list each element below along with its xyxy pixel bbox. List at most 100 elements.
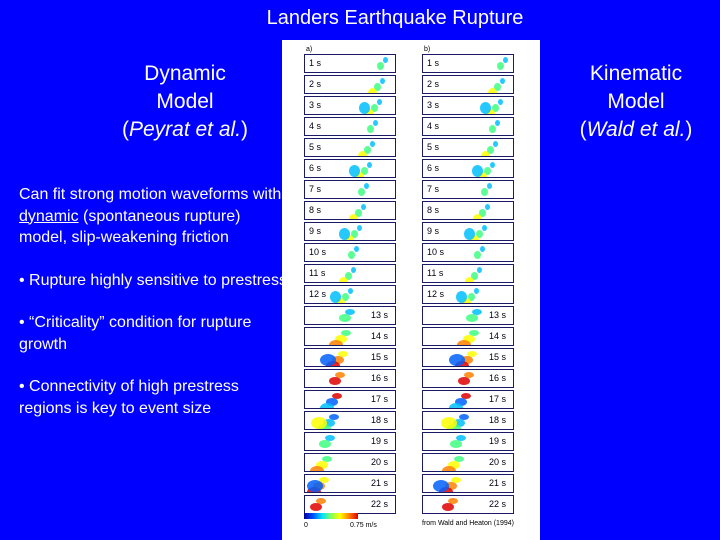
- snapshot-time-label: 13 s: [371, 310, 389, 320]
- intro-paragraph: Can fit strong motion waveforms with dyn…: [19, 184, 289, 249]
- right-heading-line2: Model: [607, 90, 665, 113]
- snapshot-time-label: 19 s: [489, 436, 507, 446]
- rupture-blob: [486, 146, 494, 154]
- snapshot-frame-kinematic: 21 s: [422, 474, 514, 493]
- right-heading-line1: Kinematic: [589, 62, 683, 85]
- rupture-blob: [347, 288, 353, 294]
- rupture-blob: [470, 235, 480, 240]
- panel-b-label: b): [424, 46, 431, 53]
- rupture-blob: [478, 172, 487, 177]
- rupture-blob: [487, 183, 493, 189]
- rupture-blob: [367, 88, 377, 93]
- snapshot-time-label: 9 s: [427, 226, 440, 236]
- rupture-blob: [341, 293, 349, 301]
- snapshot-time-label: 13 s: [489, 310, 507, 320]
- rupture-blob: [484, 167, 491, 175]
- snapshot-frame-kinematic: 4 s: [422, 117, 514, 136]
- intro-suffix: (spontaneous rupture) model, slip-weaken…: [19, 207, 241, 247]
- body-text: Can fit strong motion waveforms with dyn…: [19, 184, 289, 440]
- snapshot-frame-kinematic: 11 s: [422, 264, 514, 283]
- rupture-blob: [479, 102, 491, 114]
- rupture-blob: [373, 83, 381, 91]
- snapshot-frame-dynamic: 21 s: [304, 474, 396, 493]
- rupture-blob: [492, 141, 498, 147]
- rupture-blob: [460, 356, 473, 364]
- rupture-blob: [329, 340, 344, 345]
- rupture-blob: [449, 403, 464, 408]
- snapshot-frame-dynamic: 13 s: [304, 306, 396, 325]
- rupture-blob: [339, 228, 351, 240]
- snapshot-time-label: 21 s: [371, 478, 389, 488]
- colorbar: [304, 513, 358, 519]
- rupture-blob: [469, 330, 480, 336]
- left-heading-citation: Peyrat et al.: [128, 118, 242, 141]
- rupture-blob: [453, 456, 464, 462]
- rupture-blob: [463, 335, 476, 343]
- snapshot-frame-dynamic: 8 s: [304, 201, 396, 220]
- snapshot-time-label: 12 s: [427, 289, 445, 299]
- snapshot-time-label: 20 s: [489, 457, 507, 467]
- snapshot-frame-dynamic: 5 s: [304, 138, 396, 157]
- snapshot-frame-dynamic: 19 s: [304, 432, 396, 451]
- snapshot-frame-dynamic: 14 s: [304, 327, 396, 346]
- rupture-blob: [495, 120, 501, 126]
- snapshot-frame-kinematic: 9 s: [422, 222, 514, 241]
- rupture-blob: [307, 480, 323, 492]
- rupture-blob: [361, 167, 368, 175]
- snapshot-frame-dynamic: 17 s: [304, 390, 396, 409]
- rupture-figure: a) b) 1 s 2 s 3 s 4 s 5 s 6 s 7 s 8 s 9 s 10 s 11 …: [282, 40, 540, 540]
- left-heading-line2: Model: [156, 90, 214, 113]
- rupture-blob: [465, 277, 474, 282]
- snapshot-frame-kinematic: 18 s: [422, 411, 514, 430]
- rupture-blob: [456, 291, 468, 303]
- rupture-blob: [440, 417, 457, 429]
- snapshot-time-label: 5 s: [427, 142, 440, 152]
- snapshot-time-label: 8 s: [309, 205, 322, 215]
- snapshot-time-label: 5 s: [309, 142, 322, 152]
- snapshot-time-label: 6 s: [309, 163, 322, 173]
- rupture-blob: [373, 120, 379, 126]
- snapshot-frame-kinematic: 6 s: [422, 159, 514, 178]
- snapshot-frame-kinematic: 7 s: [422, 180, 514, 199]
- rupture-blob: [479, 246, 485, 252]
- rupture-blob: [322, 456, 333, 462]
- snapshot-frame-dynamic: 2 s: [304, 75, 396, 94]
- rupture-blob: [354, 246, 360, 252]
- slide-title: Landers Earthquake Rupture: [266, 7, 524, 29]
- snapshot-frame-dynamic: 16 s: [304, 369, 396, 388]
- rupture-blob: [351, 267, 356, 273]
- bullet-2: • “Criticality” condition for rupture gr…: [19, 314, 252, 353]
- snapshot-frame-kinematic: 3 s: [422, 96, 514, 115]
- rupture-blob: [370, 141, 376, 147]
- snapshot-frame-dynamic: 7 s: [304, 180, 396, 199]
- snapshot-frame-kinematic: 20 s: [422, 453, 514, 472]
- rupture-blob: [478, 209, 486, 217]
- snapshot-time-label: 10 s: [427, 247, 445, 257]
- snapshot-frame-dynamic: 18 s: [304, 411, 396, 430]
- snapshot-frame-dynamic: 12 s: [304, 285, 396, 304]
- rupture-blob: [344, 309, 355, 315]
- rupture-blob: [452, 419, 465, 427]
- panel-a-label: a): [306, 46, 313, 53]
- rupture-blob: [348, 251, 356, 259]
- rupture-blob: [441, 466, 456, 471]
- rupture-blob: [320, 354, 337, 366]
- rupture-blob: [329, 291, 341, 303]
- snapshot-time-label: 9 s: [309, 226, 322, 236]
- snapshot-time-label: 12 s: [309, 289, 327, 299]
- snapshot-frame-kinematic: 22 s: [422, 495, 514, 514]
- snapshot-time-label: 2 s: [309, 79, 322, 89]
- rupture-blob: [433, 480, 449, 492]
- rupture-blob: [488, 88, 498, 93]
- rupture-blob: [367, 162, 372, 168]
- rupture-blob: [335, 372, 345, 378]
- rupture-blob: [464, 372, 474, 378]
- rupture-blob: [476, 230, 484, 238]
- colorbar-min-label: 0: [304, 522, 308, 529]
- rupture-blob: [481, 188, 489, 196]
- rupture-blob: [379, 78, 385, 84]
- snapshot-frame-dynamic: 22 s: [304, 495, 396, 514]
- rupture-blob: [497, 62, 504, 70]
- rupture-blob: [332, 356, 345, 364]
- rupture-blob: [325, 435, 336, 441]
